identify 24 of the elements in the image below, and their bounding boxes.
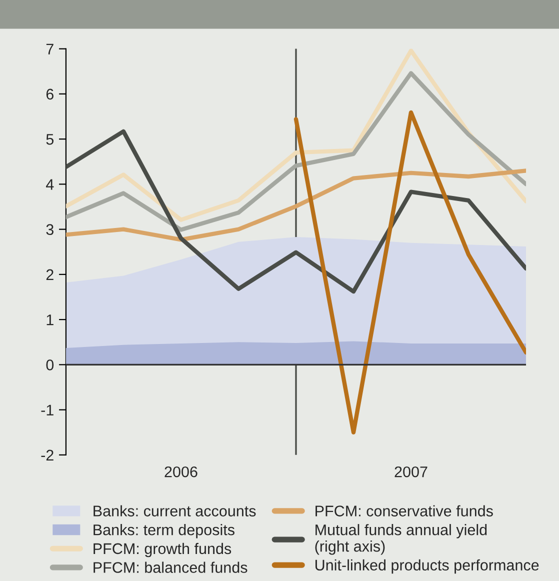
y-tick-label: 7: [46, 44, 54, 54]
line-series: [294, 110, 526, 434]
legend-label: PFCM: conservative funds: [316, 505, 493, 516]
y-tick-label: 1: [46, 314, 54, 326]
legend-label: Unit-linked products performance: [315, 559, 539, 574]
y-tick-label: 0: [46, 360, 54, 370]
legend-label: Mutual funds annual yield (right axis): [315, 524, 487, 555]
y-tick-label: -1: [41, 404, 54, 416]
y-tick-label: -2: [41, 450, 54, 460]
line-series: [66, 48, 526, 222]
x-tick-label: 2007: [394, 466, 428, 478]
line-series: [66, 129, 526, 294]
y-tick-label: 3: [46, 224, 54, 235]
y-tick-label: 5: [46, 134, 54, 145]
legend-label: Banks: term deposits: [94, 524, 234, 538]
legend-label: Banks: current accounts: [94, 505, 256, 516]
line-series: [66, 71, 526, 232]
y-tick-label: 4: [46, 179, 54, 190]
legend-label: PFCM: balanced funds: [94, 562, 248, 573]
y-tick-label: 6: [46, 88, 54, 100]
y-tick-label: 2: [46, 269, 54, 280]
x-tick-label: 2006: [164, 466, 198, 478]
line-series: [66, 168, 526, 242]
legend-label: PFCM: growth funds: [94, 542, 232, 558]
